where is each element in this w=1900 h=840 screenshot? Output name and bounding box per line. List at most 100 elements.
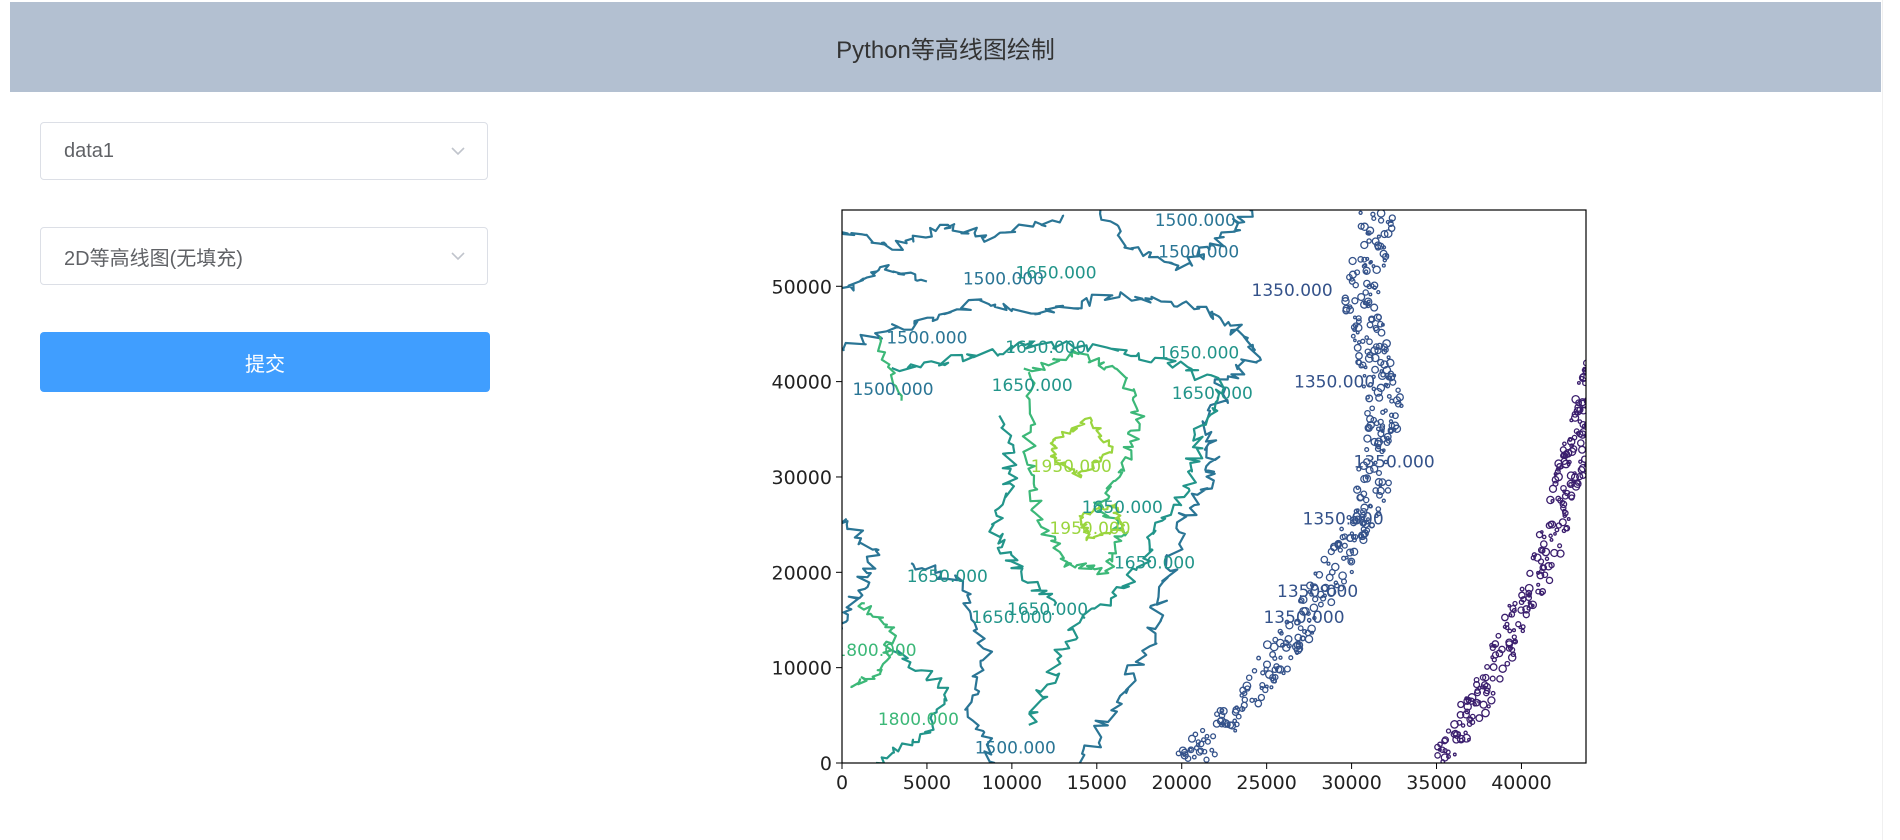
contour-1350 (1217, 716, 1226, 726)
contour-1650 (876, 648, 950, 763)
contour-1200 (1598, 377, 1600, 384)
contour-1350 (1294, 633, 1303, 642)
contour-1350 (1386, 393, 1392, 399)
contour-1350 (1377, 418, 1384, 426)
contour-1350 (1364, 409, 1371, 417)
contour-1200 (1555, 495, 1562, 502)
contour-1350 (1350, 333, 1356, 339)
contour-1350 (1352, 281, 1359, 289)
contour-1350 (1307, 624, 1316, 634)
contour-1200 (1561, 528, 1567, 534)
contour-1200 (1561, 508, 1567, 514)
contour-1350 (1365, 475, 1369, 480)
contour-1350 (1312, 615, 1317, 621)
contour-1350 (1364, 335, 1370, 340)
contour-label: 1500.000 (963, 269, 1044, 289)
contour-1350 (1399, 403, 1404, 409)
contour-1350 (1368, 292, 1373, 297)
contour-1200 (1526, 569, 1534, 578)
contour-1350 (1356, 466, 1362, 472)
contour-1200 (1445, 728, 1452, 734)
contour-1350 (1360, 520, 1366, 526)
contour-1350 (1279, 630, 1284, 636)
contour-1200 (1539, 547, 1546, 554)
contour-1350 (1369, 259, 1373, 264)
contour-1350 (1203, 756, 1210, 763)
contour-1350 (1362, 301, 1367, 306)
contour-1200 (1439, 746, 1446, 753)
dataset-select[interactable]: data1 (40, 122, 488, 180)
contour-1350 (1227, 721, 1237, 730)
y-tick-label: 30000 (772, 467, 832, 489)
contour-1350 (1282, 643, 1291, 652)
contour-1350 (1180, 751, 1189, 760)
contour-1200 (1563, 524, 1571, 532)
contour-1350 (1371, 365, 1380, 374)
contour-label: 1500.000 (886, 329, 967, 349)
contour-1200 (1515, 621, 1522, 628)
contour-1200 (1490, 690, 1496, 696)
contour-1200 (1597, 378, 1600, 381)
contour-1350 (1366, 321, 1374, 329)
contour-1350 (1383, 432, 1392, 441)
contour-1200 (1511, 608, 1517, 614)
contour-1200 (1541, 534, 1547, 540)
contour-1350 (1362, 474, 1372, 483)
y-tick-label: 10000 (772, 658, 832, 680)
y-tick-label: 50000 (772, 276, 832, 298)
contour-1350 (1259, 685, 1264, 691)
contour-1200 (1486, 704, 1491, 709)
contour-1200 (1590, 431, 1593, 434)
contour-1350 (1373, 460, 1378, 465)
contour-1350 (1380, 343, 1389, 351)
submit-button[interactable]: 提交 (40, 332, 490, 392)
contour-1200 (1596, 380, 1600, 386)
contour-label: 1950.000 (1031, 457, 1112, 477)
contour-1200 (1597, 375, 1600, 379)
contour-1500 (842, 263, 928, 292)
contour-plot: 1500.000 1500.000 1500.000 1650.000 1500.000… (740, 195, 1600, 815)
contour-1200 (1456, 719, 1463, 726)
contour-1350 (1366, 351, 1374, 359)
contour-1350 (1359, 361, 1367, 369)
contour-1200 (1463, 702, 1472, 711)
contour-label: 1350.000 (1277, 582, 1358, 602)
x-tick-label: 10000 (982, 772, 1042, 794)
contour-1200 (1512, 639, 1517, 644)
contour-1200 (1450, 730, 1459, 738)
contour-1200 (1594, 396, 1598, 400)
contour-label: 1650.000 (1114, 554, 1195, 574)
contour-1200 (1547, 520, 1555, 528)
contour-1200 (1479, 700, 1488, 709)
contour-1350 (1370, 281, 1379, 290)
contour-1200 (1593, 388, 1598, 393)
contour-1350 (1297, 625, 1304, 632)
contour-plot-svg: 1500.0001500.0001500.0001650.0001500.000… (772, 209, 1600, 794)
contour-1200 (1536, 571, 1545, 580)
contour-1350 (1363, 434, 1372, 443)
contour-1350 (1263, 666, 1269, 672)
contour-1350 (1231, 708, 1240, 716)
contour-1350 (1366, 517, 1370, 522)
contour-1350 (1376, 383, 1386, 393)
vertical-scrollbar[interactable] (1882, 0, 1900, 840)
contour-1350 (1374, 437, 1384, 446)
contour-label: 1650.000 (907, 567, 988, 587)
contour-1350 (1346, 305, 1355, 314)
contour-label: 1500.000 (975, 739, 1056, 759)
contour-1350 (1371, 374, 1376, 379)
chart-type-select[interactable]: 2D等高线图(无填充) (40, 227, 488, 285)
contour-1350 (1210, 733, 1217, 740)
contour-1200 (1562, 489, 1566, 494)
contour-1200 (1559, 446, 1567, 454)
contour-1350 (1272, 636, 1279, 643)
contour-1200 (1592, 425, 1598, 431)
contour-1350 (1254, 699, 1263, 708)
contour-1200 (1509, 646, 1516, 653)
contour-1200 (1592, 428, 1599, 435)
contour-1200 (1578, 459, 1583, 464)
contour-1350 (1330, 544, 1338, 552)
contour-1350 (1326, 561, 1331, 566)
contour-label: 1350.000 (1294, 372, 1375, 392)
contour-1200 (1588, 437, 1593, 442)
